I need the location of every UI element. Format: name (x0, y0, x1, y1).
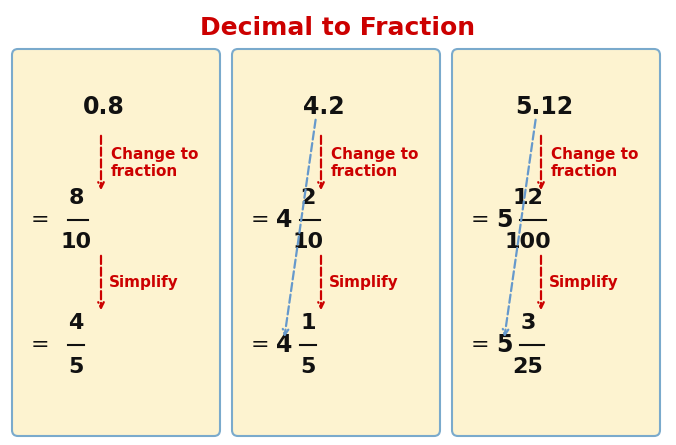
Text: =: = (251, 335, 269, 355)
Text: 4: 4 (276, 333, 292, 357)
Text: 3: 3 (521, 313, 535, 333)
Text: 1: 1 (300, 313, 316, 333)
Text: =: = (30, 335, 49, 355)
Text: 0.8: 0.8 (83, 95, 125, 119)
Text: Simplify: Simplify (549, 275, 619, 291)
Text: =: = (470, 210, 489, 230)
Text: Change to
fraction: Change to fraction (331, 147, 418, 179)
FancyBboxPatch shape (232, 49, 440, 436)
Text: 4: 4 (276, 208, 292, 232)
Text: Change to
fraction: Change to fraction (111, 147, 198, 179)
Text: 5: 5 (496, 208, 512, 232)
Text: 100: 100 (504, 232, 552, 252)
Text: 12: 12 (512, 188, 544, 208)
Text: 5.12: 5.12 (515, 95, 573, 119)
Text: 4: 4 (68, 313, 84, 333)
FancyBboxPatch shape (452, 49, 660, 436)
Text: 5: 5 (496, 333, 512, 357)
FancyBboxPatch shape (12, 49, 220, 436)
Text: 25: 25 (512, 357, 544, 377)
Text: =: = (30, 210, 49, 230)
Text: Simplify: Simplify (109, 275, 178, 291)
Text: 10: 10 (60, 232, 91, 252)
Text: Change to
fraction: Change to fraction (551, 147, 638, 179)
Text: =: = (251, 210, 269, 230)
Text: =: = (470, 335, 489, 355)
Text: 10: 10 (293, 232, 324, 252)
Text: 4.2: 4.2 (304, 95, 345, 119)
Text: Simplify: Simplify (329, 275, 399, 291)
Text: 5: 5 (300, 357, 316, 377)
Text: 5: 5 (68, 357, 84, 377)
Text: Decimal to Fraction: Decimal to Fraction (201, 16, 475, 40)
Text: 8: 8 (68, 188, 84, 208)
Text: 2: 2 (300, 188, 316, 208)
